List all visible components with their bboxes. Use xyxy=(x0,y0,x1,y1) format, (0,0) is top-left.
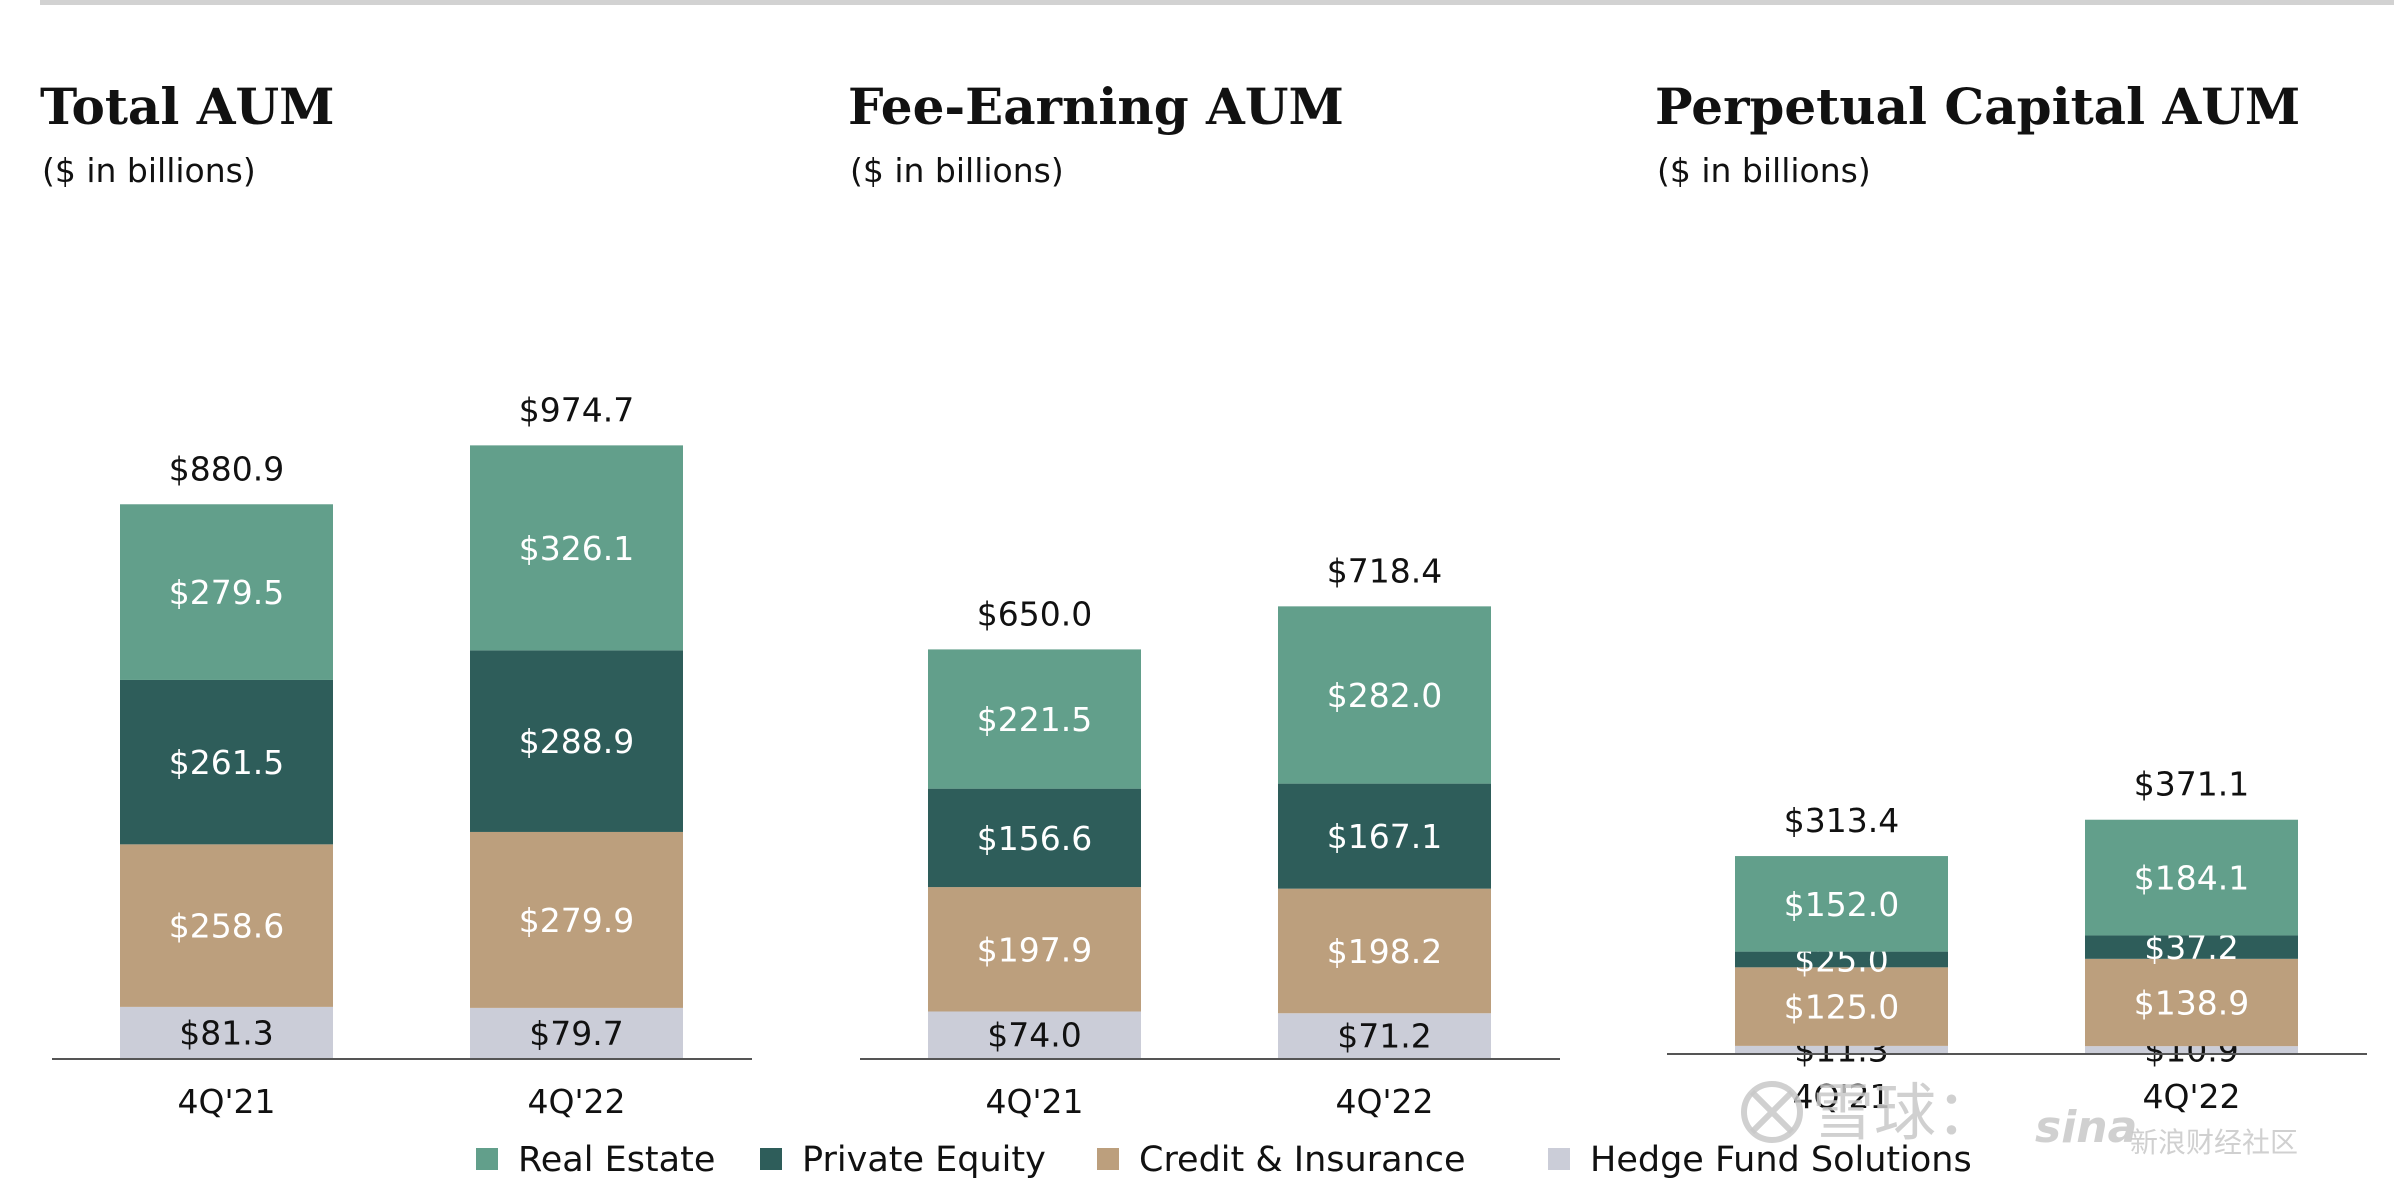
bar-segment-credit-and-insurance xyxy=(2085,958,2298,1047)
legend-item-real-estate: Real Estate xyxy=(476,1140,715,1180)
total-label: $371.1 xyxy=(2134,765,2249,804)
x-tick-label: 4Q'21 xyxy=(985,1082,1083,1121)
total-label: $880.9 xyxy=(169,449,284,488)
legend: Real Estate Private Equity Credit & Insura… xyxy=(476,1140,1972,1180)
x-tick-label: 4Q'22 xyxy=(1335,1082,1433,1121)
bar-segment-real-estate xyxy=(120,504,333,680)
top-rule xyxy=(40,0,2394,5)
chart-subtitle: ($ in billions) xyxy=(1657,151,1871,190)
legend-label: Credit & Insurance xyxy=(1139,1140,1466,1180)
legend-swatch xyxy=(476,1148,498,1170)
data-label: $167.1 xyxy=(1327,817,1442,856)
chart-subtitle: ($ in billions) xyxy=(42,151,256,190)
bar-segment-hedge-fund-solutions xyxy=(1278,1013,1491,1058)
x-tick-label: 4Q'21 xyxy=(177,1082,275,1121)
bar-segment-real-estate xyxy=(928,649,1141,789)
bar-segment-real-estate xyxy=(470,445,683,651)
bar-segment-credit-and-insurance xyxy=(1278,888,1491,1014)
bar-segment-private-equity xyxy=(1278,783,1491,889)
bar-segment-hedge-fund-solutions xyxy=(470,1007,683,1058)
x-tick-label: 4Q'22 xyxy=(527,1082,625,1121)
bar-segment-hedge-fund-solutions xyxy=(2085,1046,2298,1053)
bar-segment-private-equity xyxy=(1735,951,1948,968)
bar-segment-credit-and-insurance xyxy=(928,887,1141,1012)
x-tick-label: 4Q'22 xyxy=(2142,1077,2240,1116)
data-label: $279.9 xyxy=(519,901,634,940)
chart-subtitle: ($ in billions) xyxy=(850,151,1064,190)
bar-segment-real-estate xyxy=(1735,856,1948,952)
chart-panels: Total AUM ($ in billions) $81.3 $258.6 $261.… xyxy=(40,77,2367,1121)
legend-swatch xyxy=(760,1148,782,1170)
data-label: $221.5 xyxy=(977,700,1092,739)
bar-segment-private-equity xyxy=(470,650,683,832)
data-label: $81.3 xyxy=(179,1013,273,1052)
chart-panel-total-aum: Total AUM ($ in billions) $81.3 $258.6 $261.… xyxy=(40,77,752,1121)
bar-segment-private-equity xyxy=(928,788,1141,888)
chart-title: Total AUM xyxy=(40,77,334,136)
total-label: $718.4 xyxy=(1327,551,1442,590)
data-label: $79.7 xyxy=(529,1014,623,1053)
bar-segment-credit-and-insurance xyxy=(120,844,333,1007)
data-label: $198.2 xyxy=(1327,932,1442,971)
legend-swatch xyxy=(1548,1148,1570,1170)
total-label: $974.7 xyxy=(519,390,634,429)
bar-segment-private-equity xyxy=(2085,935,2298,959)
data-label: $326.1 xyxy=(519,529,634,568)
watermark-left-text: 雪球： xyxy=(1812,1076,1998,1149)
bar-segment-hedge-fund-solutions xyxy=(120,1006,333,1058)
chart-panel-fee-earning-aum: Fee-Earning AUM ($ in billions) $74.0 $197.… xyxy=(848,77,1560,1121)
x-tick-label: 4Q'21 xyxy=(1792,1077,1890,1116)
data-label: $282.0 xyxy=(1327,676,1442,715)
data-label: $74.0 xyxy=(987,1016,1081,1055)
bar-segment-private-equity xyxy=(120,679,333,845)
data-label: $197.9 xyxy=(977,930,1092,969)
data-label: $261.5 xyxy=(169,743,284,782)
data-label: $156.6 xyxy=(977,819,1092,858)
data-label: $184.1 xyxy=(2134,859,2249,898)
data-label: $152.0 xyxy=(1784,885,1899,924)
total-label: $650.0 xyxy=(977,594,1092,633)
legend-label: Real Estate xyxy=(518,1140,715,1180)
chart-title: Fee-Earning AUM xyxy=(848,77,1344,136)
data-label: $138.9 xyxy=(2134,983,2249,1022)
legend-label: Hedge Fund Solutions xyxy=(1590,1140,1972,1180)
data-label: $71.2 xyxy=(1337,1017,1431,1056)
data-label: $279.5 xyxy=(169,573,284,612)
bar-segment-credit-and-insurance xyxy=(470,831,683,1008)
legend-label: Private Equity xyxy=(802,1140,1046,1180)
bar-segment-credit-and-insurance xyxy=(1735,967,1948,1046)
legend-item-private-equity: Private Equity xyxy=(760,1140,1046,1180)
chart-title: Perpetual Capital AUM xyxy=(1655,77,2300,136)
bar-segment-hedge-fund-solutions xyxy=(1735,1045,1948,1053)
data-label: $288.9 xyxy=(519,722,634,761)
bar-segment-real-estate xyxy=(1278,606,1491,784)
xueqiu-logo-icon xyxy=(1741,1081,1803,1143)
chart-panel-perpetual-capital-aum: Perpetual Capital AUM($ in billions)$11.… xyxy=(1655,77,2367,1116)
total-label: $313.4 xyxy=(1784,801,1899,840)
data-label: $125.0 xyxy=(1784,988,1899,1027)
bar-segment-real-estate xyxy=(2085,819,2298,936)
bar-segment-hedge-fund-solutions xyxy=(928,1011,1141,1058)
watermark-right-text: 新浪财经社区 xyxy=(2130,1126,2298,1159)
watermark-brand: sina xyxy=(2035,1102,2137,1153)
legend-item-hedge-fund-solutions: Hedge Fund Solutions xyxy=(1548,1140,1972,1180)
data-label: $258.6 xyxy=(169,907,284,946)
legend-swatch xyxy=(1097,1148,1119,1170)
legend-item-credit-and-insurance: Credit & Insurance xyxy=(1097,1140,1466,1180)
